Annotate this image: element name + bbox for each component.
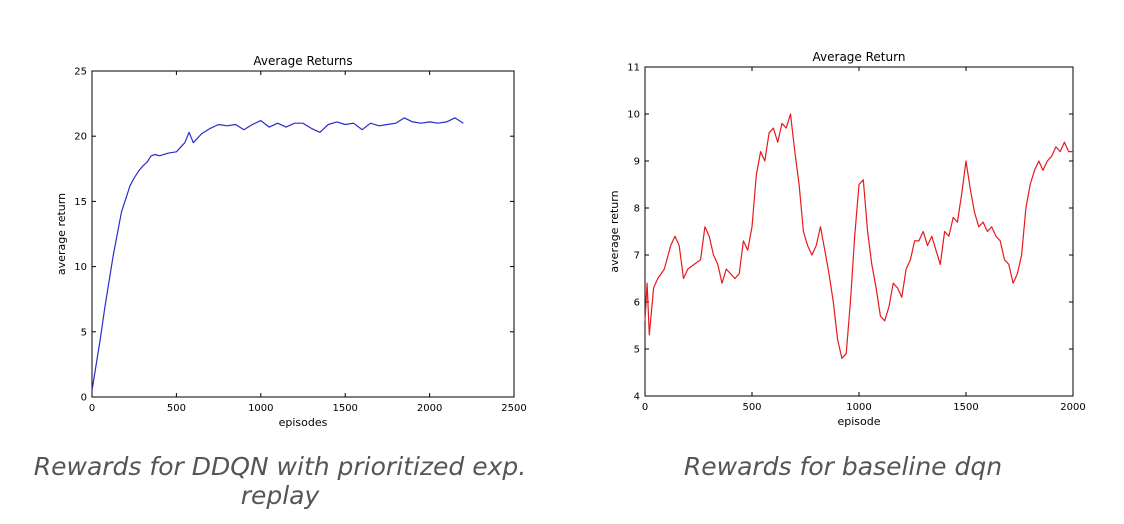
chart1-xtick-label-1: 500 [742,402,761,413]
chart-panel-baseline: 0 500 1000 1500 2000 4 5 6 7 8 9 10 11 Average Return… [562,0,1124,524]
chart0-xtick-label-3: 1500 [332,403,357,414]
chart1-xlabel: episode [837,415,880,428]
chart0-ytick-label-4: 20 [74,132,87,143]
chart1-ytick-label-0: 4 [634,392,640,403]
chart1-ytick-label-5: 9 [634,157,640,168]
caption-baseline: Rewards for baseline dqn [683,452,1003,481]
chart0-xtick-label-4: 2000 [417,403,442,414]
chart1-ylabel: average return [608,190,621,272]
chart0-title: Average Returns [253,54,352,68]
chart0-ylabel: average return [55,193,68,275]
chart1-series-line-0 [644,113,1073,359]
chart0-ytick-label-3: 15 [74,197,87,208]
chart0-ytick-label-2: 10 [74,262,87,273]
caption-ddqn: Rewards for DDQN with prioritized exp. r… [33,452,527,510]
chart1-xtick-label-4: 2000 [1060,402,1085,413]
chart0-ytick-label-1: 5 [81,327,87,338]
chart1-ytick-label-2: 6 [634,298,640,309]
chart1-ytick-label-7: 11 [627,63,640,74]
chart0-xtick-label-5: 2500 [501,403,526,414]
chart0-xtick-label-1: 500 [167,403,186,414]
chart0-ytick-label-5: 25 [74,67,87,78]
chart1-ytick-label-4: 8 [634,204,640,215]
chart0-xtick-label-2: 1000 [248,403,273,414]
chart1-xtick-label-0: 0 [642,402,648,413]
chart-baseline-svg: 0 500 1000 1500 2000 4 5 6 7 8 9 10 11 Average Return… [608,50,1086,428]
chart1-ytick-label-6: 10 [627,110,640,121]
chart1-ytick-label-3: 7 [634,251,640,262]
chart1-xtick-label-2: 1000 [846,402,871,413]
chart1-xtick-label-3: 1500 [953,402,978,413]
chart0-series-line-0 [91,117,464,391]
chart0-ytick-label-0: 0 [81,393,87,404]
chart0-xtick-label-0: 0 [89,403,95,414]
chart0-plot-frame [91,70,515,398]
chart-ddqn-svg: 0 500 1000 1500 2000 2500 0 5 10 15 20 25 Average Re… [55,54,527,429]
chart1-ytick-label-1: 5 [634,345,640,356]
chart1-plot-frame [644,66,1074,397]
chart1-title: Average Return [813,50,906,64]
chart0-xlabel: episodes [279,416,328,429]
chart-panel-ddqn: 0 500 1000 1500 2000 2500 0 5 10 15 20 25 Average Re… [0,0,560,524]
